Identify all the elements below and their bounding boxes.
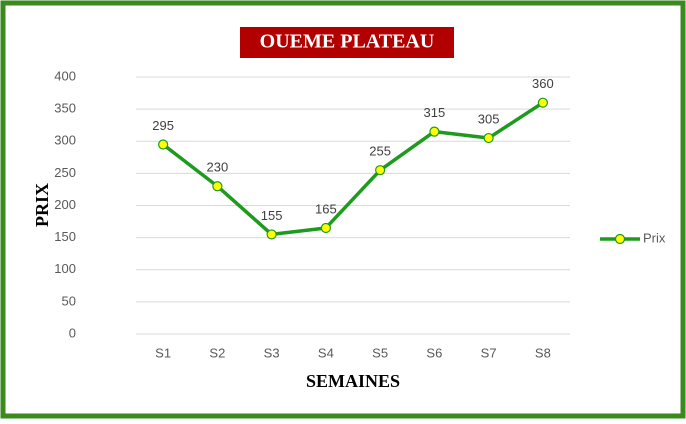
y-tick-label: 100 xyxy=(54,261,76,276)
x-tick-label: S8 xyxy=(535,345,551,360)
y-tick-label: 150 xyxy=(54,229,76,244)
point-marker xyxy=(483,132,494,144)
point-marker xyxy=(212,181,223,192)
point-marker xyxy=(375,165,386,176)
x-tick-label: S4 xyxy=(318,345,334,360)
data-label: 295 xyxy=(152,118,174,133)
y-tick-label: 200 xyxy=(54,197,76,212)
x-tick-label: S1 xyxy=(155,345,171,360)
point-marker xyxy=(158,139,169,150)
y-axis-label: PRIX xyxy=(32,183,52,227)
data-label: 305 xyxy=(478,111,500,126)
x-tick-label: S2 xyxy=(209,345,225,360)
y-tick-label: 400 xyxy=(54,68,76,83)
point-marker xyxy=(266,229,277,240)
point-marker xyxy=(320,222,331,234)
y-tick-label: 50 xyxy=(62,293,76,308)
data-label: 360 xyxy=(532,76,554,91)
x-tick-label: S7 xyxy=(481,345,497,360)
point-marker xyxy=(537,97,548,108)
data-label: 230 xyxy=(207,160,229,175)
title-box xyxy=(240,27,454,58)
y-tick-label: 300 xyxy=(54,133,76,148)
y-tick-label: 0 xyxy=(69,325,76,340)
x-tick-label: S3 xyxy=(264,345,280,360)
data-label: 255 xyxy=(369,144,391,159)
x-tick-label: S6 xyxy=(426,345,442,360)
x-axis-label: SEMAINES xyxy=(306,371,400,391)
legend-marker xyxy=(614,233,626,245)
y-tick-label: 350 xyxy=(54,101,76,116)
data-label: 315 xyxy=(424,105,446,120)
data-label: 155 xyxy=(261,208,283,223)
y-tick-label: 250 xyxy=(54,165,76,180)
point-marker xyxy=(429,126,440,137)
chart-title: OUEME PLATEAU xyxy=(260,31,435,53)
legend-label: Prix xyxy=(643,230,666,245)
line-series xyxy=(162,101,544,237)
data-label: 165 xyxy=(315,201,337,216)
x-tick-label: S5 xyxy=(372,345,388,360)
